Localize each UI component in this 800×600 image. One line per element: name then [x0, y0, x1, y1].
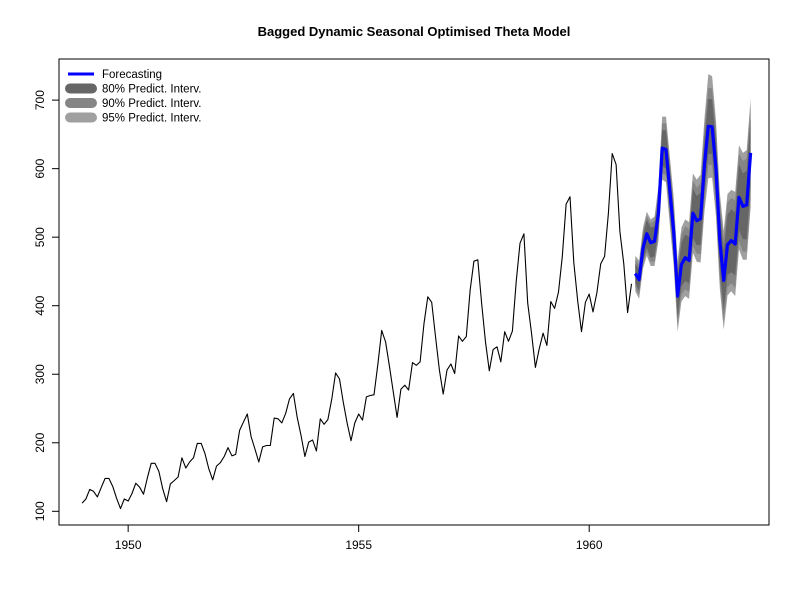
y-tick-label: 200 — [33, 432, 47, 452]
y-tick-label: 400 — [33, 295, 47, 315]
x-tick-label: 1950 — [115, 538, 142, 552]
y-tick-label: 600 — [33, 158, 47, 178]
y-tick-label: 100 — [33, 501, 47, 521]
x-axis: 1950 1955 1960 — [115, 524, 603, 552]
x-tick-label: 1960 — [576, 538, 603, 552]
prediction-interval-bands — [635, 74, 751, 332]
legend-label-80pct: 80% Predict. Interv. — [102, 84, 202, 96]
series-lines — [81, 124, 753, 510]
forecast-series-line — [633, 124, 753, 298]
legend-label-forecasting: Forecasting — [102, 69, 162, 81]
y-tick-label: 500 — [33, 227, 47, 247]
legend: Forecasting 80% Predict. Interv. 90% Predi… — [65, 69, 202, 125]
y-tick-label: 700 — [33, 90, 47, 110]
y-tick-label: 300 — [33, 364, 47, 384]
y-axis: 100 200 300 400 500 600 700 — [33, 90, 60, 521]
legend-label-95pct: 95% Predict. Interv. — [102, 113, 202, 125]
chart-title: Bagged Dynamic Seasonal Optimised Theta … — [258, 24, 571, 39]
legend-label-90pct: 90% Predict. Interv. — [102, 98, 202, 110]
x-tick-label: 1955 — [345, 538, 372, 552]
observed-series-line — [81, 153, 633, 510]
